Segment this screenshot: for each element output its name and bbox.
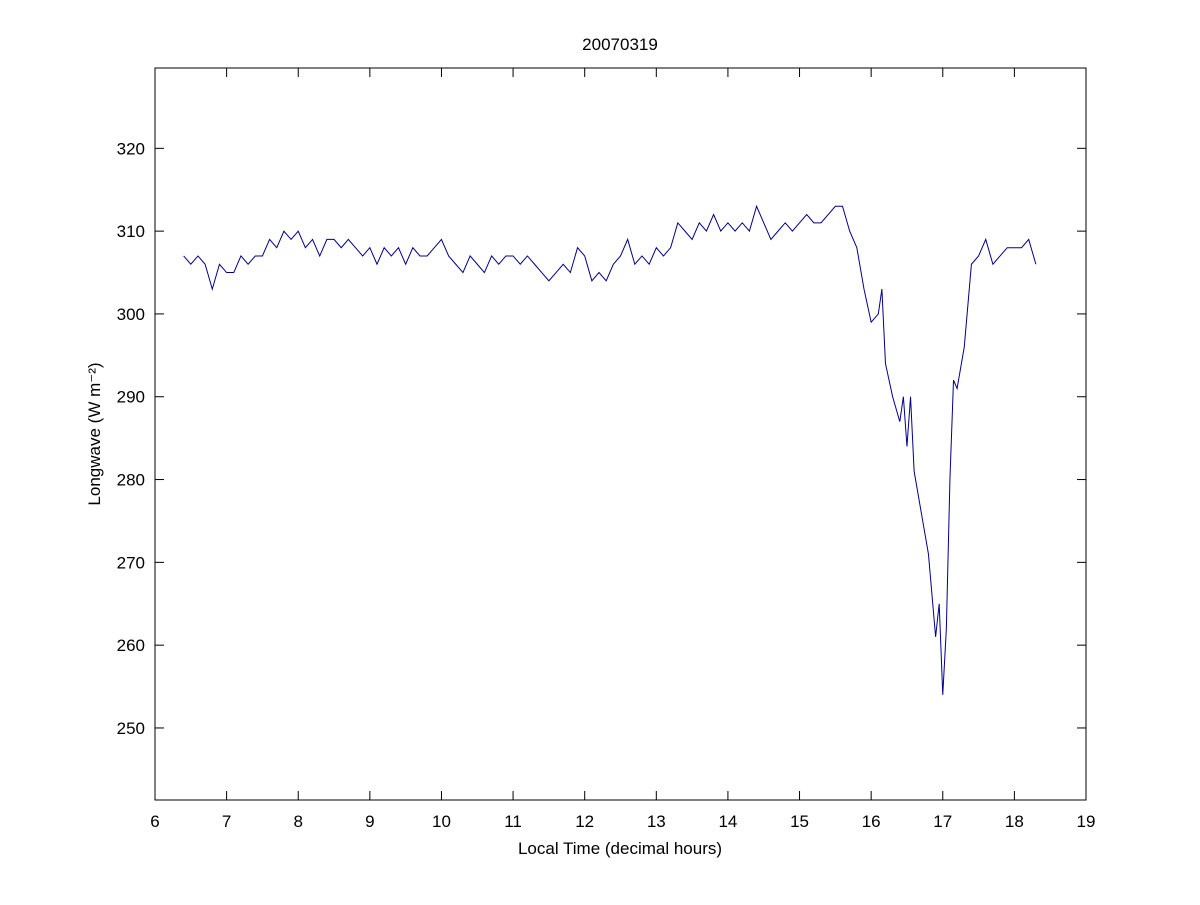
x-tick-label: 19: [1077, 812, 1096, 831]
x-tick-label: 11: [504, 812, 522, 831]
x-tick-label: 17: [933, 812, 952, 831]
plot-area: [154, 67, 1087, 801]
x-tick-label: 7: [222, 812, 231, 831]
x-tick-label: 6: [150, 812, 159, 831]
y-tick-label: 310: [117, 222, 145, 241]
x-tick-label: 16: [862, 812, 881, 831]
x-tick-label: 18: [1005, 812, 1024, 831]
y-tick-label: 280: [117, 471, 145, 490]
y-tick-label: 250: [117, 719, 145, 738]
x-tick-label: 8: [293, 812, 302, 831]
chart-title: 20070319: [582, 35, 658, 54]
x-tick-label: 10: [432, 812, 451, 831]
y-axis-label: Longwave (W m⁻²): [85, 362, 104, 505]
y-tick-label: 290: [117, 388, 145, 407]
x-axis-label: Local Time (decimal hours): [518, 839, 722, 858]
x-tick-label: 15: [790, 812, 809, 831]
y-tick-label: 260: [117, 636, 145, 655]
x-tick-label: 9: [365, 812, 374, 831]
y-tick-label: 320: [117, 139, 145, 158]
y-tick-label: 300: [117, 305, 145, 324]
y-tick-label: 270: [117, 553, 145, 572]
x-tick-label: 13: [647, 812, 666, 831]
x-tick-label: 12: [575, 812, 594, 831]
data-line: [183, 204, 1037, 695]
x-tick-label: 14: [718, 812, 737, 831]
